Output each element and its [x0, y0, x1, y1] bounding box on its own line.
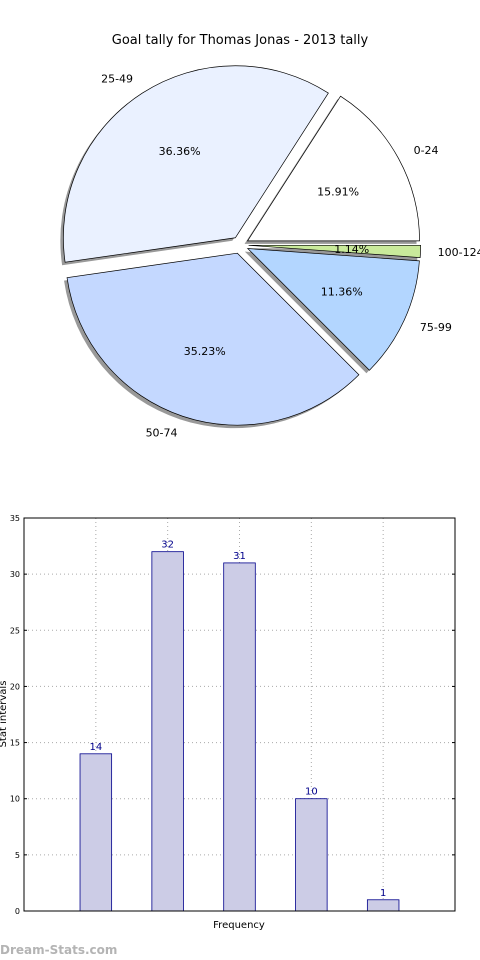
pie-slice-25-49 [63, 65, 329, 263]
bar-chart-xlabel: Frequency [213, 920, 265, 931]
pie-slice-label: 25-49 [101, 73, 133, 86]
pie-slice-percent: 15.91% [317, 185, 359, 198]
pie-slice-75-99 [246, 248, 420, 371]
bar-value-label: 32 [161, 540, 174, 551]
bar-chart-ytick-label: 0 [15, 907, 20, 916]
pie-chart: 0-24 15.91% 25-49 36.36% 50-74 35.23% 75-99 11.… [60, 65, 480, 440]
pie-slice-label: 0-24 [414, 144, 439, 157]
bar-chart-ytick-label: 25 [10, 626, 20, 635]
bar-chart-ytick-label: 5 [15, 851, 20, 860]
bar-chart-ytick-label: 15 [10, 739, 20, 748]
pie-slice-percent: 11.36% [321, 285, 363, 298]
bar-100-124 [366, 899, 400, 912]
pie-slice-percent: 35.23% [184, 345, 226, 358]
pie-slice-label: 50-74 [146, 427, 178, 440]
bar-chart-frame [23, 517, 456, 912]
pie-slice-percent: 36.36% [159, 145, 201, 158]
bar-value-label: 31 [233, 551, 246, 562]
bar-value-label: 10 [305, 787, 318, 798]
bar-25-49 [151, 551, 184, 912]
pie-chart-title: Goal tally for Thomas Jonas - 2013 tally [112, 33, 369, 48]
bar-value-label: 14 [89, 742, 102, 753]
bar-value-label: 1 [380, 888, 386, 899]
pie-slice-100-124 [248, 244, 421, 258]
pie-slice-label: 75-99 [420, 321, 452, 334]
bar-chart-ylabel: Stat intervals [0, 681, 9, 748]
bar-75-99 [295, 798, 328, 912]
bar-chart-ytick-label: 30 [10, 570, 20, 579]
bar-0-24 [79, 753, 113, 912]
pie-slice-label: 100-124 [438, 246, 480, 259]
bar-chart-ytick-label: 35 [10, 514, 20, 523]
watermark: Dream-Stats.com [0, 943, 117, 957]
pie-slice-50-74 [66, 252, 360, 426]
bar-chart-ytick-label: 20 [10, 682, 20, 691]
pie-slice-0-24 [246, 95, 420, 242]
bar-50-74 [223, 562, 256, 912]
pie-slice-percent: 1.14% [334, 243, 369, 256]
bar-chart-ytick-label: 10 [10, 795, 20, 804]
